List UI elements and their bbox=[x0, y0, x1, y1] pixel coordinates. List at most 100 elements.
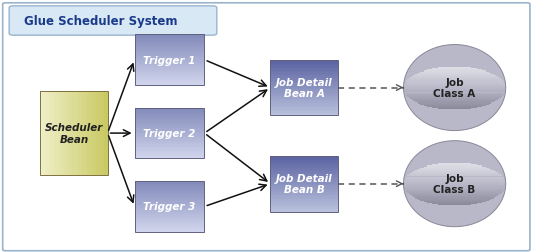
Bar bbox=[134, 84, 204, 86]
Bar bbox=[134, 204, 204, 205]
Bar bbox=[52, 92, 54, 175]
Bar bbox=[270, 202, 338, 203]
Bar bbox=[134, 118, 204, 120]
Bar bbox=[134, 121, 204, 122]
Bar bbox=[270, 160, 338, 162]
Bar bbox=[134, 197, 204, 198]
Bar bbox=[270, 176, 338, 177]
Bar bbox=[134, 195, 204, 197]
Bar bbox=[134, 48, 204, 49]
Bar bbox=[404, 88, 506, 89]
Bar bbox=[134, 45, 204, 47]
Bar bbox=[270, 94, 338, 95]
Bar bbox=[270, 201, 338, 202]
Bar bbox=[134, 215, 204, 217]
Bar bbox=[134, 74, 204, 76]
Bar bbox=[134, 83, 204, 84]
Ellipse shape bbox=[404, 141, 506, 227]
Bar bbox=[134, 183, 204, 184]
Bar bbox=[270, 69, 338, 70]
Text: Job Detail
Bean B: Job Detail Bean B bbox=[275, 173, 332, 195]
Bar bbox=[404, 89, 506, 90]
Bar bbox=[270, 80, 338, 81]
Bar bbox=[134, 81, 204, 82]
Bar bbox=[410, 174, 499, 175]
Bar bbox=[270, 158, 338, 159]
Bar bbox=[270, 156, 338, 158]
Bar bbox=[134, 58, 204, 59]
Bar bbox=[270, 88, 338, 89]
Bar bbox=[49, 92, 51, 175]
Bar bbox=[415, 170, 494, 171]
Bar bbox=[97, 92, 99, 175]
Bar bbox=[55, 92, 57, 175]
Bar bbox=[134, 60, 204, 62]
Bar bbox=[82, 92, 84, 175]
Text: Trigger 2: Trigger 2 bbox=[143, 129, 196, 139]
Bar bbox=[270, 65, 338, 66]
Bar bbox=[134, 214, 204, 215]
Bar bbox=[270, 95, 338, 97]
Bar bbox=[89, 92, 91, 175]
Bar bbox=[270, 163, 338, 165]
Text: Trigger 1: Trigger 1 bbox=[143, 55, 196, 66]
Bar bbox=[91, 92, 93, 175]
Bar bbox=[405, 180, 505, 181]
Bar bbox=[270, 156, 338, 212]
Bar bbox=[438, 164, 471, 165]
Bar bbox=[270, 66, 338, 68]
Bar bbox=[427, 70, 482, 71]
Bar bbox=[270, 167, 338, 169]
Bar bbox=[134, 76, 204, 77]
Bar bbox=[134, 131, 204, 132]
Bar bbox=[270, 174, 338, 176]
Bar bbox=[270, 77, 338, 79]
Bar bbox=[438, 68, 471, 69]
Bar bbox=[270, 184, 338, 185]
Bar bbox=[270, 198, 338, 199]
Bar bbox=[134, 43, 204, 44]
Text: Trigger 3: Trigger 3 bbox=[143, 202, 196, 212]
Bar bbox=[406, 177, 503, 178]
Bar bbox=[134, 188, 204, 189]
Bar bbox=[134, 35, 204, 86]
Bar bbox=[47, 92, 49, 175]
Bar bbox=[270, 178, 338, 180]
Bar bbox=[270, 194, 338, 195]
Bar bbox=[270, 181, 338, 182]
Bar bbox=[134, 134, 204, 135]
Bar bbox=[70, 92, 72, 175]
Bar bbox=[407, 97, 502, 98]
Bar bbox=[404, 183, 506, 184]
Bar bbox=[84, 92, 86, 175]
Bar bbox=[134, 144, 204, 145]
Bar bbox=[270, 63, 338, 65]
Bar bbox=[134, 228, 204, 229]
Bar bbox=[407, 192, 502, 193]
Bar bbox=[409, 175, 500, 176]
Bar bbox=[134, 217, 204, 218]
Bar bbox=[270, 177, 338, 178]
Bar bbox=[60, 92, 62, 175]
Bar bbox=[410, 99, 499, 100]
Bar bbox=[432, 203, 477, 204]
Bar bbox=[270, 162, 338, 163]
Bar bbox=[270, 115, 338, 116]
Bar bbox=[134, 127, 204, 129]
Bar bbox=[432, 69, 477, 70]
Bar bbox=[270, 208, 338, 209]
Bar bbox=[270, 73, 338, 74]
Bar bbox=[270, 101, 338, 102]
Bar bbox=[270, 192, 338, 194]
Bar bbox=[405, 93, 504, 94]
Bar bbox=[270, 105, 338, 106]
Bar bbox=[134, 44, 204, 45]
Bar bbox=[134, 207, 204, 208]
Bar bbox=[270, 84, 338, 85]
Bar bbox=[134, 137, 204, 139]
Bar bbox=[270, 203, 338, 205]
Bar bbox=[413, 101, 496, 102]
Bar bbox=[270, 97, 338, 98]
Bar bbox=[134, 212, 204, 213]
Bar bbox=[270, 113, 338, 115]
